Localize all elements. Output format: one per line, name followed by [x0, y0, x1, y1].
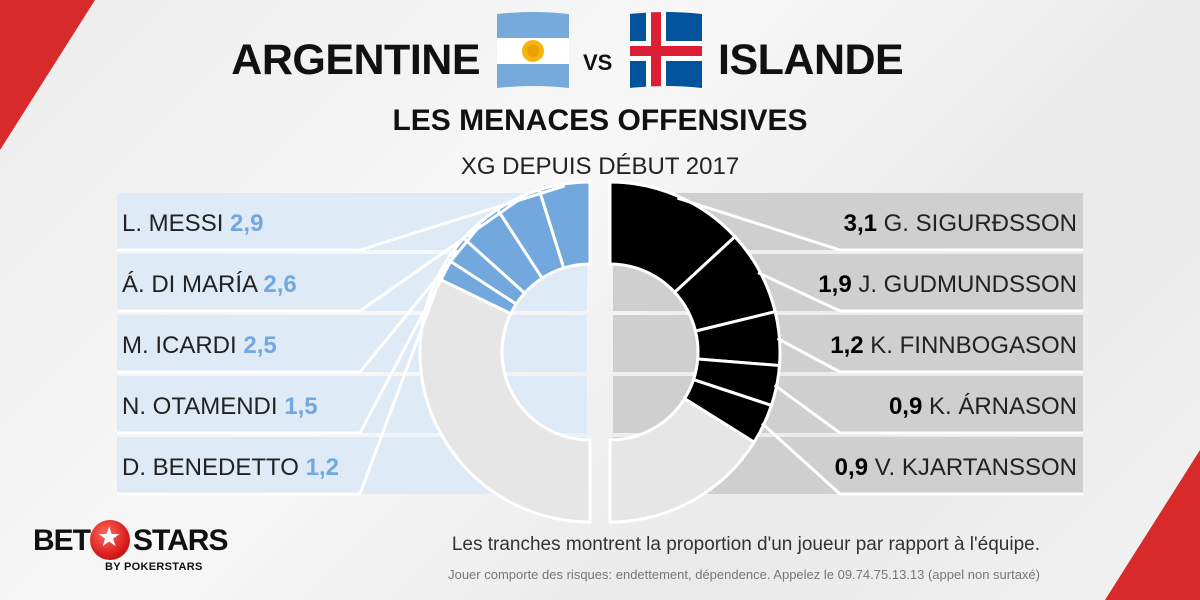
- logo-stars-text: STARS: [133, 524, 228, 557]
- player-label-argentine-3: N. OTAMENDI 1,5: [122, 393, 318, 420]
- match-header: ARGENTINE VS ISLANDE: [0, 10, 1200, 100]
- corner-accent-bottom-right: [1105, 450, 1200, 600]
- logo-bet-text: BET: [33, 524, 91, 557]
- team-left-name: ARGENTINE: [231, 36, 480, 84]
- chart-footnote: Les tranches montrent la proportion d'un…: [451, 534, 1040, 555]
- iceland-flag-icon: [630, 12, 702, 88]
- slice-islande-rest: [608, 396, 757, 524]
- leader-line-argentine-4: [117, 268, 446, 496]
- player-label-argentine-4: D. BENEDETTO 1,2: [122, 454, 339, 481]
- betstars-logo: BET STARS BY POKERSTARS: [33, 520, 233, 580]
- player-label-argentine-1: Á. DI MARÍA 2,6: [122, 271, 297, 298]
- leader-line-islande-1: [757, 271, 1083, 313]
- leader-line-islande-0: [676, 196, 1083, 252]
- leader-line-islande-2: [776, 337, 1083, 374]
- leader-line-islande-3: [773, 384, 1083, 435]
- player-label-argentine-2: M. ICARDI 2,5: [122, 332, 277, 359]
- team-right-name: ISLANDE: [718, 36, 904, 84]
- leader-line-argentine-1: [117, 198, 520, 313]
- leader-line-islande-4: [760, 422, 1083, 496]
- slice-argentine-rest: [418, 276, 592, 524]
- player-label-islande-1: 1,9 J. GUDMUNDSSON: [818, 271, 1077, 298]
- star-icon: [90, 520, 130, 560]
- row-bg-argentine-2: [117, 315, 587, 372]
- chart-subtitle: XG DEPUIS DÉBUT 2017: [460, 153, 740, 180]
- player-label-islande-4: 0,9 V. KJARTANSSON: [835, 454, 1077, 481]
- leader-line-argentine-3: [117, 249, 459, 435]
- gambling-disclaimer: Jouer comporte des risques: endettement,…: [448, 567, 1040, 582]
- player-label-islande-3: 0,9 K. ÁRNASON: [889, 393, 1077, 420]
- leader-line-argentine-0: [117, 184, 566, 252]
- argentina-flag-icon: [497, 12, 569, 88]
- corner-accent-top-left: [0, 0, 95, 150]
- player-label-islande-2: 1,2 K. FINNBOGASON: [830, 332, 1077, 359]
- vs-label: VS: [583, 50, 613, 75]
- chart-title: LES MENACES OFFENSIVES: [392, 104, 808, 137]
- player-label-argentine-0: L. MESSI 2,9: [122, 210, 263, 237]
- row-bg-islande-2: [613, 315, 1083, 372]
- logo-subtitle: BY POKERSTARS: [105, 561, 203, 573]
- player-label-islande-0: 3,1 G. SIGURÐSSON: [844, 210, 1077, 237]
